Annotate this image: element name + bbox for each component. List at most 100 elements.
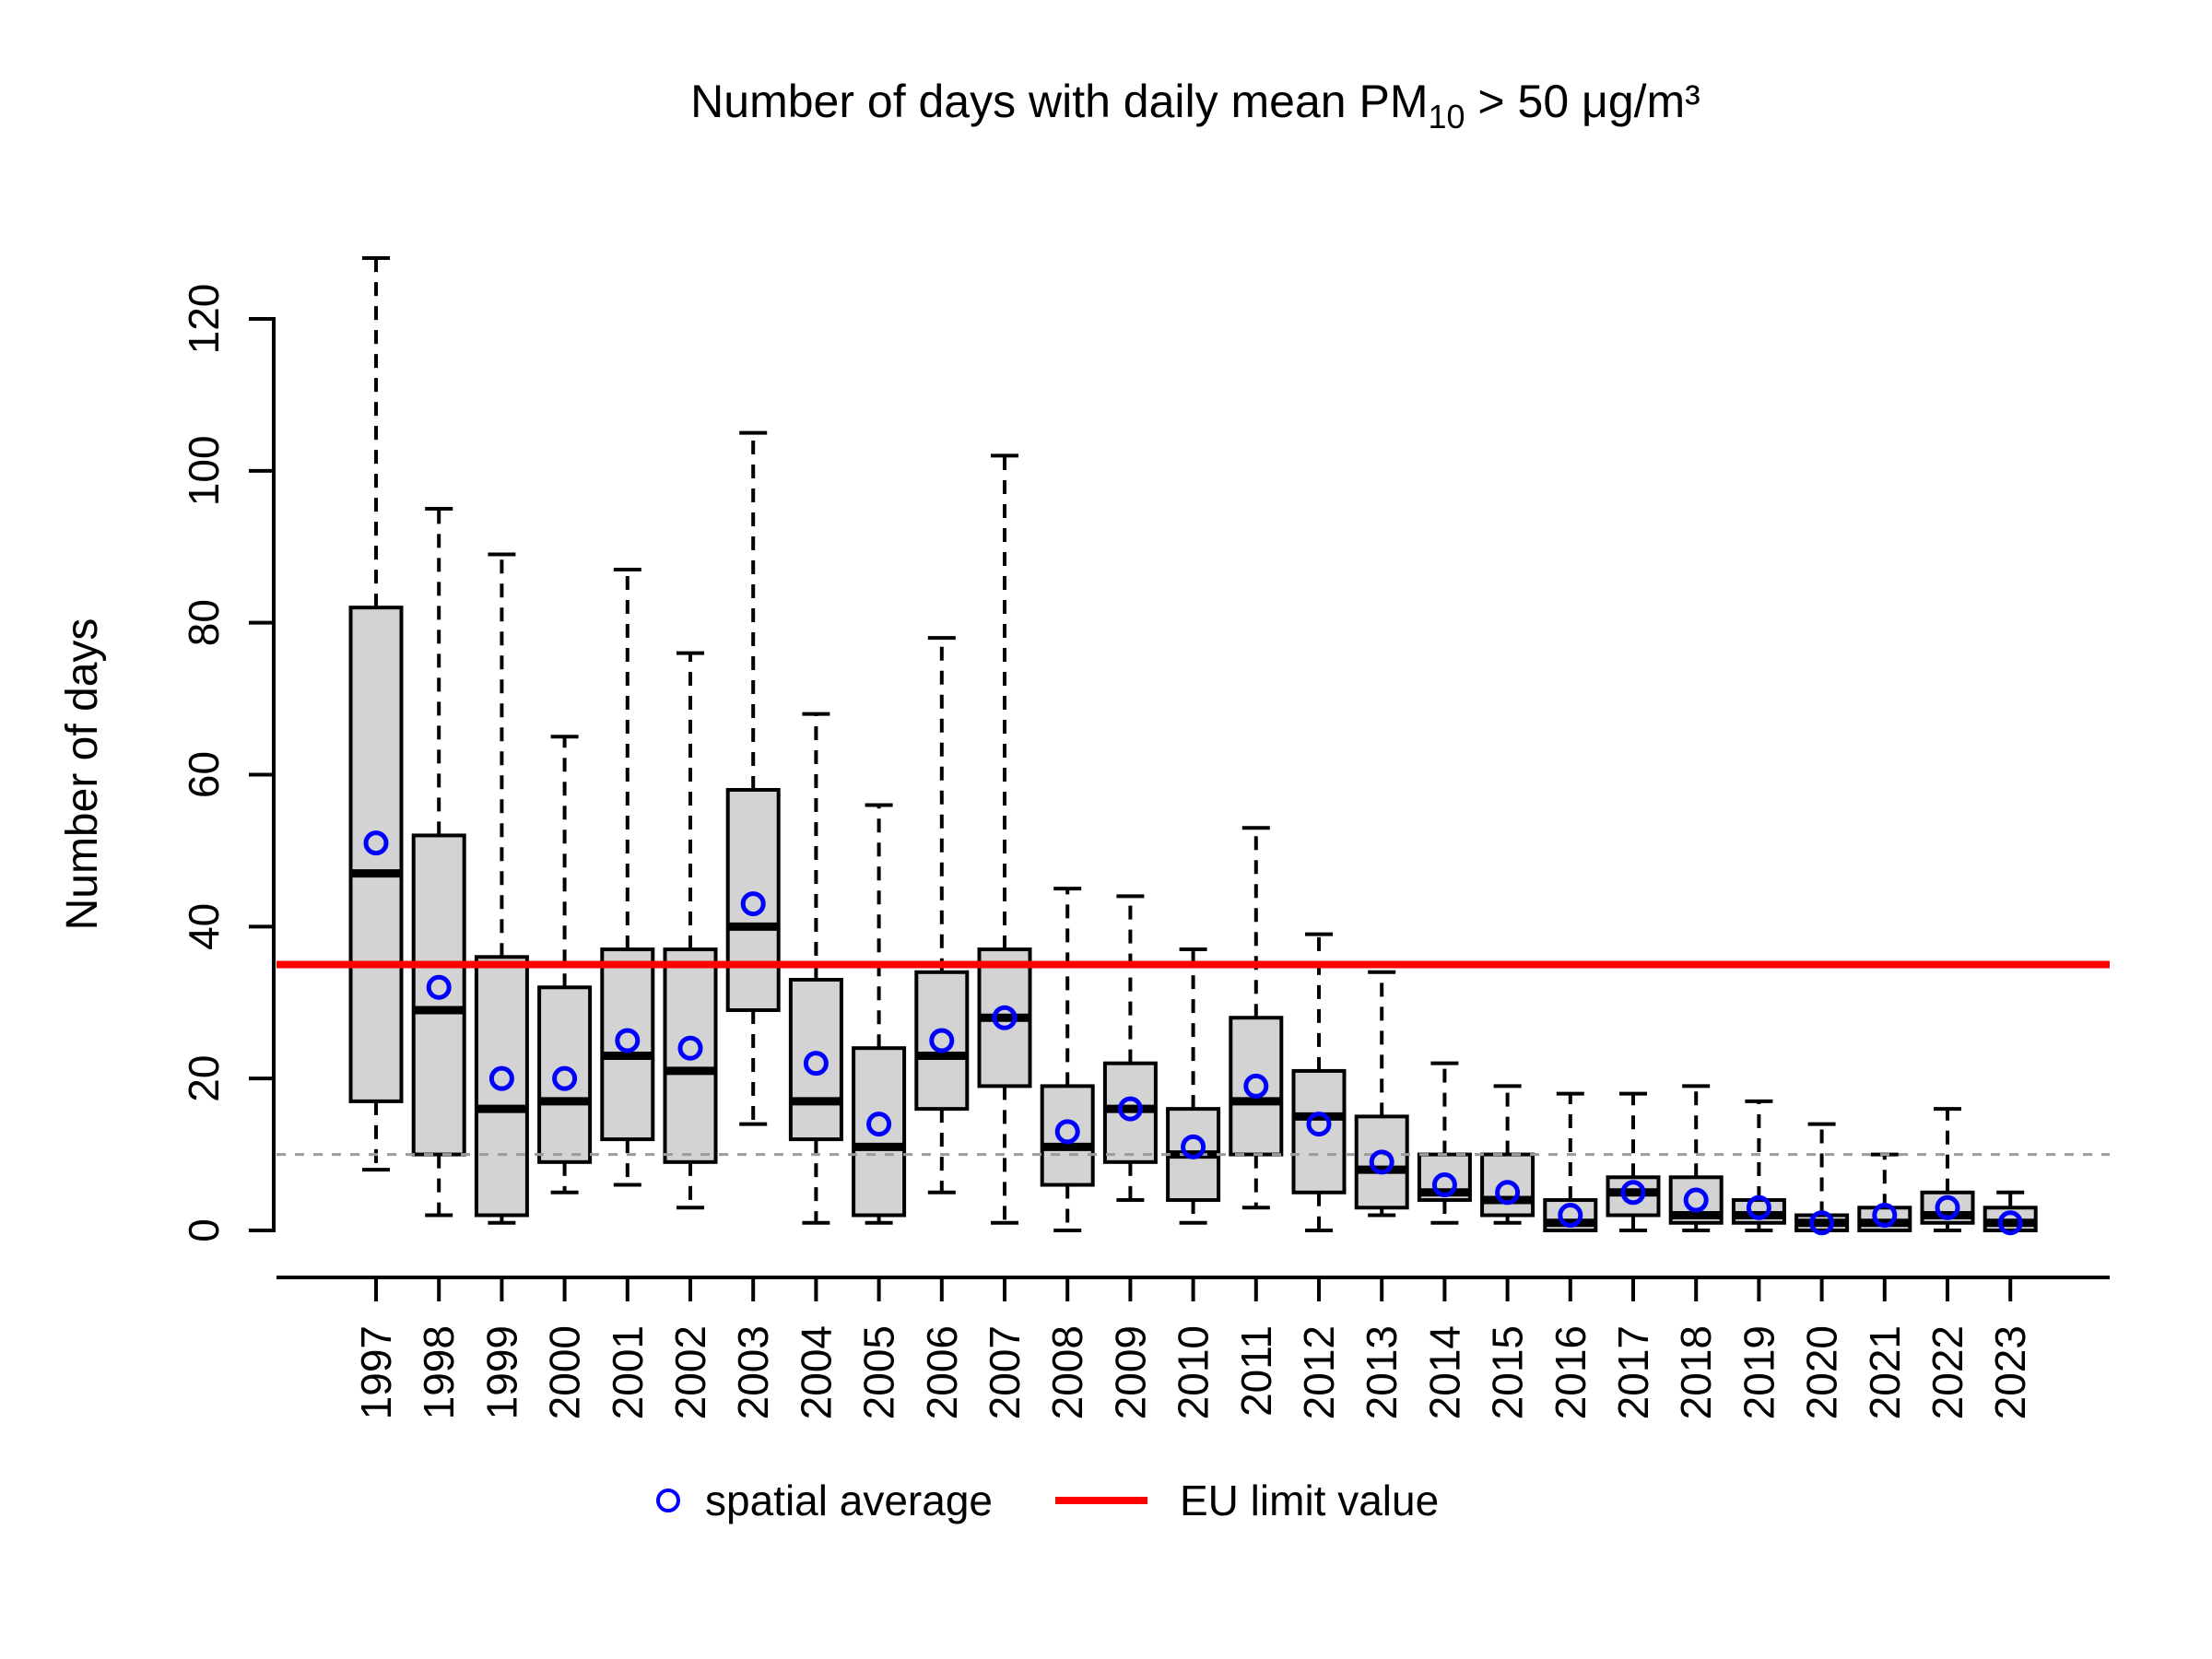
legend-spatial-average-label: spatial average (705, 1477, 993, 1524)
iqr-box (1040, 1084, 1095, 1187)
boxplot-2017 (1606, 1091, 1661, 1232)
legend: spatial average EU limit value (656, 1477, 1439, 1524)
x-tick-label-2021: 2021 (1861, 1325, 1909, 1419)
boxplot-2015 (1480, 1084, 1535, 1225)
boxplot-2003 (725, 430, 781, 1126)
mean-marker-2008 (1054, 1119, 1080, 1145)
boxplot-2005 (852, 803, 907, 1225)
mean-marker-2022 (1935, 1194, 1960, 1220)
x-tick-label-2001: 2001 (604, 1325, 652, 1419)
boxplot-2016 (1543, 1091, 1598, 1233)
x-tick-label-2003: 2003 (729, 1325, 777, 1419)
x-tick-label-2015: 2015 (1484, 1325, 1532, 1419)
mean-marker-1999 (488, 1065, 514, 1091)
boxplot-2013 (1354, 970, 1409, 1218)
x-tick-label-2014: 2014 (1420, 1325, 1468, 1419)
boxplot-2009 (1102, 894, 1158, 1203)
x-tick-label-2010: 2010 (1170, 1325, 1218, 1419)
y-axis-title: Number of days (58, 618, 107, 931)
boxplot-2011 (1229, 826, 1284, 1210)
mean-marker-2017 (1620, 1180, 1646, 1206)
iqr-box (788, 978, 843, 1142)
x-tick-label-2009: 2009 (1106, 1325, 1154, 1419)
x-tick-label-2018: 2018 (1672, 1325, 1720, 1419)
mean-marker-2005 (866, 1112, 892, 1137)
mean-marker-2007 (992, 1005, 1018, 1030)
x-tick-label-2023: 2023 (1986, 1325, 2034, 1419)
mean-marker-2003 (740, 891, 766, 917)
iqr-box (852, 1046, 907, 1218)
boxplot-2002 (663, 651, 718, 1210)
mean-marker-2006 (929, 1028, 955, 1053)
boxplot-2006 (914, 636, 970, 1194)
iqr-box (537, 985, 593, 1164)
mean-marker-2020 (1809, 1210, 1835, 1236)
iqr-box (663, 947, 718, 1164)
boxplot-2022 (1920, 1107, 1975, 1232)
x-tick-label-2022: 2022 (1924, 1325, 1971, 1419)
mean-marker-2010 (1181, 1134, 1206, 1159)
boxplot-1999 (474, 552, 529, 1225)
iqr-box (348, 606, 404, 1103)
boxplot-2019 (1731, 1099, 1786, 1232)
boxplot-2007 (977, 453, 1032, 1225)
mean-marker-2004 (803, 1051, 829, 1077)
mean-marker-2019 (1746, 1194, 1771, 1220)
boxplot-2000 (537, 735, 593, 1194)
x-tick-label-2005: 2005 (855, 1325, 903, 1419)
boxplot-2014 (1417, 1061, 1472, 1225)
mean-marker-2009 (1117, 1096, 1143, 1122)
iqr-box (1291, 1068, 1347, 1194)
mean-marker-2002 (677, 1035, 703, 1061)
iqr-box (725, 787, 781, 1012)
iqr-box (1229, 1016, 1284, 1157)
boxplot-2010 (1166, 947, 1221, 1225)
boxplot-1998 (411, 507, 466, 1218)
y-tick-label: 120 (180, 284, 228, 355)
x-tick-label-2019: 2019 (1735, 1325, 1783, 1419)
iqr-box (474, 955, 529, 1218)
x-tick-label-2007: 2007 (981, 1325, 1029, 1419)
mean-marker-2023 (1997, 1210, 2023, 1236)
mean-marker-2014 (1431, 1172, 1457, 1198)
y-tick-label: 0 (180, 1218, 228, 1242)
iqr-box (600, 947, 655, 1142)
iqr-box (1480, 1152, 1535, 1218)
boxplot-2004 (788, 712, 843, 1225)
y-tick-label: 40 (180, 903, 228, 950)
boxplot-2001 (600, 567, 655, 1187)
boxplot-2023 (1983, 1190, 2038, 1233)
x-tick-label-2008: 2008 (1043, 1325, 1091, 1419)
y-tick-label: 100 (180, 435, 228, 506)
x-tick-label-2020: 2020 (1798, 1325, 1846, 1419)
mean-marker-2000 (552, 1065, 578, 1091)
mean-marker-2001 (615, 1028, 641, 1053)
x-tick-label-1999: 1999 (477, 1325, 525, 1419)
y-tick-label: 80 (180, 599, 228, 646)
mean-marker-1998 (426, 974, 452, 1000)
chart-title: Number of days with daily mean PM10 > 50… (690, 76, 1700, 135)
x-tick-label-2017: 2017 (1609, 1325, 1657, 1419)
mean-marker-2018 (1683, 1187, 1709, 1213)
iqr-box (1354, 1114, 1409, 1210)
x-tick-label-1998: 1998 (415, 1325, 463, 1419)
boxplot-2008 (1040, 887, 1095, 1232)
mean-marker-2016 (1558, 1203, 1583, 1229)
legend-spatial-average-icon (656, 1488, 680, 1512)
x-tick-label-2000: 2000 (541, 1325, 589, 1419)
y-tick-label: 60 (180, 751, 228, 798)
mean-marker-2011 (1243, 1073, 1269, 1099)
iqr-box (914, 970, 970, 1112)
x-tick-label-2011: 2011 (1232, 1325, 1280, 1417)
boxplot-2021 (1857, 1152, 1912, 1233)
x-tick-label-2002: 2002 (666, 1325, 714, 1419)
mean-marker-2015 (1495, 1180, 1521, 1206)
x-tick-label-2012: 2012 (1295, 1325, 1343, 1419)
x-tick-label-1997: 1997 (352, 1325, 400, 1419)
boxplot-2020 (1794, 1122, 1850, 1233)
x-tick-label-2006: 2006 (918, 1325, 966, 1419)
iqr-box (411, 833, 466, 1157)
x-tick-label-2004: 2004 (792, 1325, 840, 1419)
